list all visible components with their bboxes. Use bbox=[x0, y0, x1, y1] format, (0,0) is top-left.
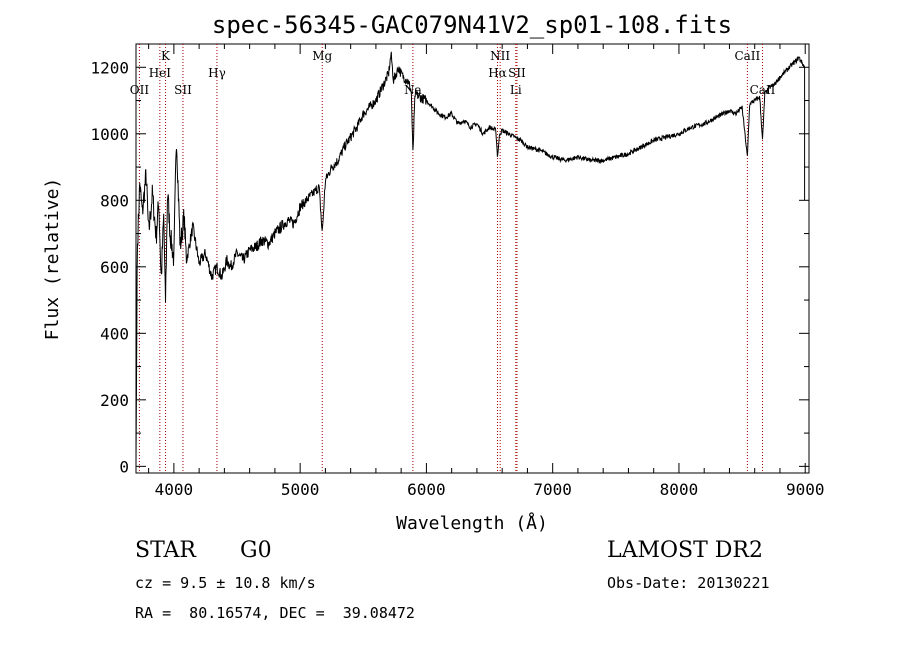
x-tick-label: 5000 bbox=[281, 480, 320, 499]
plot-frame bbox=[135, 43, 810, 474]
line-marker-label: SII bbox=[508, 66, 526, 80]
line-marker-label: OII bbox=[130, 83, 150, 97]
x-axis-ticks: 4000 5000 6000 7000 8000 9000 bbox=[148, 44, 825, 499]
y-tick-label: 1200 bbox=[90, 58, 129, 77]
line-marker-label: Hα bbox=[488, 66, 507, 80]
y-tick-label: 200 bbox=[100, 391, 129, 410]
y-tick-label: 800 bbox=[100, 191, 129, 210]
spectrum-line bbox=[135, 51, 806, 464]
line-marker-label: HeI bbox=[149, 66, 172, 80]
chart-title: spec-56345-GAC079N41V2_sp01-108.fits bbox=[212, 11, 732, 39]
redshift-cz: cz = 9.5 ± 10.8 km/s bbox=[135, 574, 316, 592]
object-subclass: G0 bbox=[240, 538, 272, 563]
line-marker-label: Li bbox=[510, 83, 522, 97]
y-axis-ticks: 0 200 400 600 800 1000 1200 bbox=[90, 58, 809, 476]
y-tick-label: 0 bbox=[119, 457, 129, 476]
line-marker-label: Hγ bbox=[208, 66, 226, 80]
x-tick-label: 4000 bbox=[155, 480, 194, 499]
x-axis-label: Wavelength (Å) bbox=[396, 512, 548, 534]
line-marker-label: NII bbox=[490, 49, 510, 63]
line-marker-label: K bbox=[161, 49, 171, 63]
y-tick-label: 400 bbox=[100, 324, 129, 343]
object-type: STAR bbox=[135, 538, 196, 563]
x-tick-label: 9000 bbox=[786, 480, 825, 499]
ra-dec: RA = 80.16574, DEC = 39.08472 bbox=[135, 604, 415, 622]
x-tick-label: 7000 bbox=[533, 480, 572, 499]
y-axis-label: Flux (relative) bbox=[42, 178, 63, 341]
obs-date: Obs-Date: 20130221 bbox=[607, 574, 770, 592]
line-marker-label: SII bbox=[174, 83, 192, 97]
x-tick-label: 6000 bbox=[407, 480, 446, 499]
x-tick-label: 8000 bbox=[660, 480, 699, 499]
survey-name: LAMOST DR2 bbox=[607, 538, 763, 563]
spectrum-chart: spec-56345-GAC079N41V2_sp01-108.fits OII… bbox=[42, 11, 825, 534]
line-marker-label: CaII bbox=[734, 49, 760, 63]
y-tick-label: 1000 bbox=[90, 125, 129, 144]
line-marker-label: Mg bbox=[312, 49, 332, 63]
y-tick-label: 600 bbox=[100, 258, 129, 277]
